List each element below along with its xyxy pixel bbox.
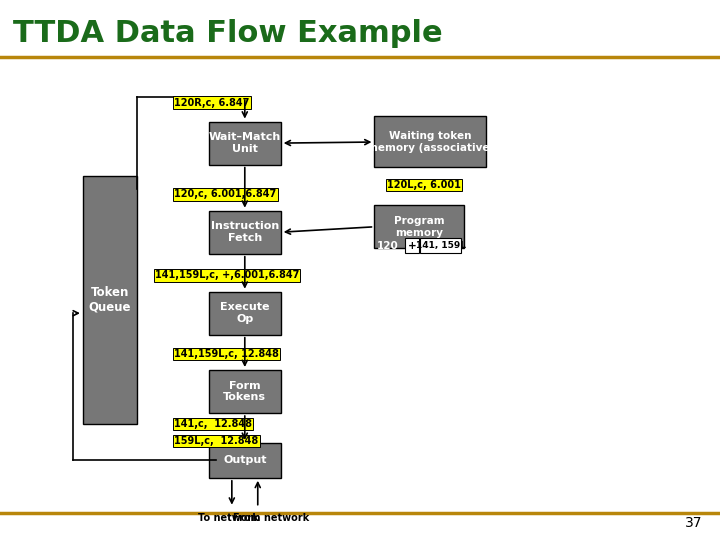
FancyBboxPatch shape (405, 238, 419, 253)
Text: Output: Output (223, 455, 266, 465)
FancyBboxPatch shape (374, 205, 464, 248)
FancyBboxPatch shape (374, 116, 486, 167)
FancyBboxPatch shape (83, 176, 137, 424)
Text: Execute
Op: Execute Op (220, 302, 269, 324)
Text: Form
Tokens: Form Tokens (223, 381, 266, 402)
Text: To network: To network (198, 513, 258, 523)
FancyBboxPatch shape (209, 443, 281, 478)
Text: From network: From network (233, 513, 309, 523)
Text: 120,c, 6.001,6.847: 120,c, 6.001,6.847 (174, 190, 276, 199)
FancyBboxPatch shape (209, 122, 281, 165)
Text: TTDA Data Flow Example: TTDA Data Flow Example (13, 19, 443, 48)
Text: 120L,c, 6.001: 120L,c, 6.001 (387, 180, 462, 190)
Text: 37: 37 (685, 516, 702, 530)
Text: 141,159L,c, 12.848: 141,159L,c, 12.848 (174, 349, 279, 359)
FancyBboxPatch shape (209, 292, 281, 335)
Text: 141, 159L: 141, 159L (415, 241, 466, 250)
Text: Token
Queue: Token Queue (89, 286, 131, 314)
Text: Waiting token
memory (associative): Waiting token memory (associative) (366, 131, 494, 153)
FancyBboxPatch shape (209, 370, 281, 413)
Text: 120: 120 (377, 241, 399, 251)
FancyBboxPatch shape (209, 211, 281, 254)
Text: Instruction
Fetch: Instruction Fetch (211, 221, 279, 243)
FancyBboxPatch shape (420, 238, 461, 253)
Text: 141,159L,c, +,6.001,6.847: 141,159L,c, +,6.001,6.847 (155, 271, 300, 280)
Text: 120R,c, 6.847: 120R,c, 6.847 (174, 98, 250, 107)
Text: 141,c,  12.848: 141,c, 12.848 (174, 419, 252, 429)
Text: Program
memory: Program memory (394, 216, 445, 238)
Text: +: + (408, 241, 416, 251)
Text: Wait–Match
Unit: Wait–Match Unit (209, 132, 281, 154)
Text: 159L,c,  12.848: 159L,c, 12.848 (174, 436, 258, 446)
